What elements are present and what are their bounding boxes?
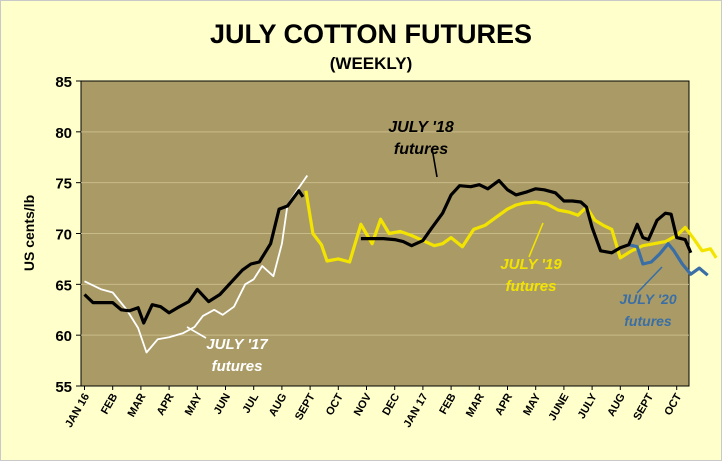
x-tick-label: MAY — [521, 391, 543, 418]
series-line — [304, 190, 718, 264]
y-tick-label: 60 — [55, 328, 72, 345]
chart-subtitle: (WEEKLY) — [330, 54, 413, 73]
x-tick-label: SEPT — [631, 391, 656, 422]
x-tick-label: JUNE — [546, 392, 571, 423]
series-labels: JULY '17 futures JULY '18 futures JULY '19 fu… — [186, 119, 677, 375]
series-label: JULY '17 — [206, 336, 268, 353]
x-tick-label: JAN 16 — [63, 392, 92, 430]
y-tick-label: 85 — [55, 74, 72, 91]
y-tick-label: 65 — [55, 277, 72, 294]
x-tick-label: JUL — [241, 391, 262, 415]
x-tick-label: MAY — [183, 391, 205, 418]
y-tick-label: 75 — [55, 176, 72, 193]
x-tick-label: DEC — [380, 391, 402, 417]
y-axis-ticks: 55 60 65 70 75 80 85 — [55, 74, 81, 396]
series-line — [360, 179, 693, 255]
y-tick-label: 55 — [55, 379, 72, 396]
y-tick-label: 70 — [55, 227, 72, 244]
x-tick-label: OCT — [662, 391, 684, 417]
x-tick-label: FEB — [437, 391, 458, 416]
series-line — [83, 189, 305, 325]
series-label: JULY '20 — [619, 291, 676, 307]
x-axis-ticks: JAN 16 FEB MAR APR MAY JUN JUL AUG SEPT OCT NOV DEC… — [63, 386, 684, 430]
series-label: futures — [624, 313, 672, 329]
series-line — [84, 174, 309, 354]
x-tick-label: AUG — [267, 392, 290, 419]
x-tick-label: FEB — [99, 391, 120, 416]
x-tick-label: MAR — [126, 391, 149, 419]
y-tick-label: 80 — [55, 125, 72, 142]
x-tick-label: OCT — [324, 391, 346, 417]
series-label: JULY '18 — [388, 119, 454, 136]
x-tick-label: MAR — [464, 391, 487, 419]
x-tick-label: APR — [493, 391, 515, 417]
chart-title: JULY COTTON FUTURES — [210, 19, 532, 49]
x-tick-label: NOV — [352, 391, 375, 418]
label-pointer — [186, 326, 207, 339]
x-tick-label: AUG — [605, 392, 628, 419]
series-label: futures — [506, 278, 557, 295]
series-line — [628, 242, 709, 277]
series-label: futures — [212, 358, 263, 375]
label-pointer — [528, 222, 544, 258]
grid-lines — [81, 131, 689, 336]
series-layer — [83, 174, 718, 354]
x-tick-label: SEPT — [293, 391, 318, 422]
y-axis-label: US cents/lb — [21, 195, 37, 271]
series-label: JULY '19 — [500, 256, 562, 273]
x-tick-label: JULY — [576, 391, 600, 421]
x-tick-label: JAN 17 — [401, 392, 430, 430]
label-pointer — [636, 266, 663, 294]
series-label: futures — [394, 141, 448, 158]
x-tick-label: APR — [155, 391, 177, 417]
x-tick-label: JUN — [212, 391, 233, 416]
label-pointer — [431, 147, 438, 178]
